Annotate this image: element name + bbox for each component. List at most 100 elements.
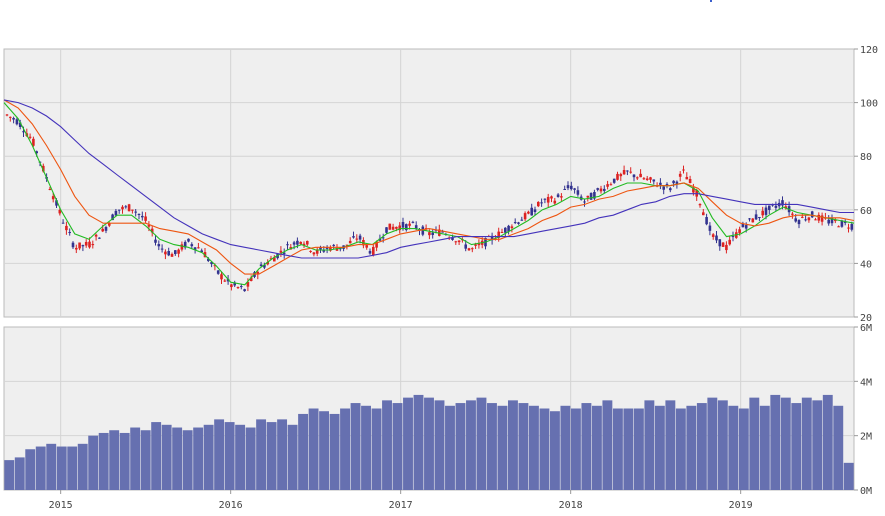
candle-body <box>381 237 385 239</box>
moving-average-line-3 <box>3 99 854 259</box>
candle-body <box>817 214 821 221</box>
price-plot-area <box>3 48 855 318</box>
candle-body <box>497 231 500 238</box>
candle-body <box>28 136 32 138</box>
candle-body <box>553 200 557 204</box>
candle-body <box>725 244 728 251</box>
volume-bar <box>245 427 256 490</box>
candle-body <box>688 178 692 184</box>
volume-bar <box>686 405 697 490</box>
candle-body <box>302 243 306 246</box>
candle-body <box>546 196 550 203</box>
volume-bar <box>770 394 781 490</box>
candle-body <box>306 240 309 245</box>
candle-body <box>850 224 854 230</box>
candle-body <box>18 122 22 127</box>
candle-body <box>467 248 471 251</box>
marker-dot <box>710 0 712 2</box>
candle-body <box>632 174 636 178</box>
candle-body <box>477 243 481 246</box>
volume-bar <box>822 394 833 490</box>
candle-body <box>322 249 326 252</box>
candle-body <box>744 225 748 229</box>
volume-bar <box>466 400 476 490</box>
candle-body <box>504 227 507 233</box>
candle-body <box>309 250 312 252</box>
candle-body <box>596 188 599 190</box>
volume-bar <box>602 400 613 490</box>
candle-body <box>626 170 629 172</box>
candle-body <box>705 217 708 225</box>
candle-body <box>61 222 65 224</box>
candle-body <box>751 218 755 223</box>
volume-bar <box>696 403 707 490</box>
candle-body <box>411 221 415 223</box>
candle-body <box>685 176 689 180</box>
candle-body <box>810 211 814 218</box>
volume-y-tick-label: 6M <box>860 323 872 334</box>
volume-y-tick-label: 2M <box>860 432 872 443</box>
volume-bar <box>539 408 550 490</box>
candle-body <box>230 284 233 288</box>
candle-body <box>391 226 395 230</box>
candle-body <box>108 223 111 226</box>
candle-body <box>738 229 741 234</box>
volume-bar <box>497 405 508 490</box>
candle-body <box>81 245 85 247</box>
candle-body <box>335 247 339 251</box>
x-tick-label: 2017 <box>389 500 413 511</box>
volume-bar <box>392 403 403 490</box>
candle-body <box>15 119 19 125</box>
volume-bar <box>193 427 204 490</box>
volume-bar <box>413 394 424 490</box>
volume-bar <box>14 457 25 490</box>
candle-body <box>474 244 477 246</box>
volume-bar <box>654 405 665 490</box>
volume-bar <box>382 400 392 490</box>
candle-body <box>246 281 250 287</box>
volume-bar <box>256 419 267 490</box>
candle-body <box>589 192 593 200</box>
candle-body <box>428 232 431 236</box>
candle-body <box>131 209 134 211</box>
candle-body <box>642 178 646 180</box>
candle-body <box>520 219 524 221</box>
candle-body <box>814 219 817 221</box>
candle-body <box>840 220 844 227</box>
candle-body <box>88 241 91 248</box>
volume-bar <box>298 413 309 490</box>
candle-body <box>299 241 302 244</box>
x-tick-label: 2018 <box>559 500 583 511</box>
candle-body <box>55 200 58 206</box>
volume-bar <box>287 424 298 490</box>
candle-body <box>292 242 296 245</box>
volume-bar <box>833 405 844 490</box>
candle-body <box>728 239 731 245</box>
candle-body <box>556 194 560 197</box>
volume-bar <box>644 400 655 490</box>
candle-body <box>286 244 289 246</box>
volume-bar <box>445 405 455 490</box>
candle-body <box>312 252 316 255</box>
moving-average-line-2 <box>3 99 855 275</box>
x-tick-label: 2016 <box>219 500 243 511</box>
volume-bar <box>560 405 571 490</box>
candle-body <box>78 242 81 249</box>
candle-body <box>395 226 398 229</box>
candle-body <box>385 227 388 233</box>
volume-bar <box>35 446 46 490</box>
candle-body <box>332 244 335 246</box>
candle-body <box>540 202 543 204</box>
candle-body <box>187 238 190 242</box>
price-y-tick-label: 100 <box>860 99 878 110</box>
candle-body <box>698 203 702 206</box>
candle-body <box>741 223 745 228</box>
candle-body <box>5 114 9 116</box>
candle-body <box>843 221 847 223</box>
x-tick-labels: 2015 2016 2017 2018 2019 <box>49 490 753 511</box>
volume-bar <box>549 411 560 490</box>
candle-body <box>543 198 547 200</box>
volume-bar <box>214 419 225 490</box>
candle-body <box>348 240 352 244</box>
candle-body <box>124 206 128 208</box>
